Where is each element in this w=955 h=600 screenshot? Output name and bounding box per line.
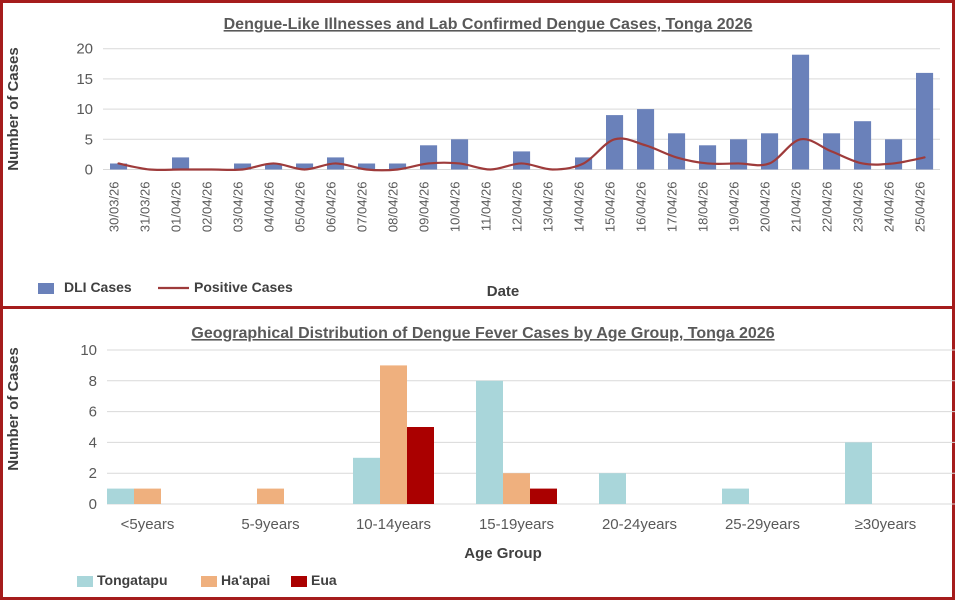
svg-text:<5years: <5years <box>121 516 175 533</box>
svg-text:Tongatapu: Tongatapu <box>97 572 168 588</box>
svg-text:15: 15 <box>76 71 93 88</box>
svg-text:DLI Cases: DLI Cases <box>64 279 132 295</box>
svg-text:22/04/26: 22/04/26 <box>820 182 835 233</box>
svg-text:Eua: Eua <box>311 572 337 588</box>
svg-text:Number of Cases: Number of Cases <box>5 347 22 470</box>
svg-text:20-24years: 20-24years <box>602 516 677 533</box>
svg-text:Positive Cases: Positive Cases <box>194 279 293 295</box>
svg-text:23/04/26: 23/04/26 <box>851 182 866 233</box>
svg-text:Ha'apai: Ha'apai <box>221 572 270 588</box>
svg-text:Date: Date <box>487 283 520 300</box>
svg-text:13/04/26: 13/04/26 <box>541 182 556 233</box>
svg-text:10: 10 <box>76 101 93 118</box>
svg-text:2: 2 <box>89 465 97 482</box>
svg-text:31/03/26: 31/03/26 <box>138 182 153 233</box>
svg-text:05/04/26: 05/04/26 <box>293 182 308 233</box>
svg-text:18/04/26: 18/04/26 <box>696 182 711 233</box>
svg-text:02/04/26: 02/04/26 <box>200 182 215 233</box>
svg-text:17/04/26: 17/04/26 <box>665 182 680 233</box>
svg-text:5: 5 <box>85 131 93 148</box>
svg-text:10-14years: 10-14years <box>356 516 431 533</box>
svg-text:21/04/26: 21/04/26 <box>789 182 804 233</box>
svg-text:10/04/26: 10/04/26 <box>448 182 463 233</box>
svg-text:Age Group: Age Group <box>464 545 542 562</box>
svg-text:06/04/26: 06/04/26 <box>324 182 339 233</box>
svg-text:0: 0 <box>85 162 93 179</box>
svg-text:8: 8 <box>89 373 97 390</box>
svg-text:Dengue-Like Illnesses and Lab: Dengue-Like Illnesses and Lab Confirmed … <box>224 16 753 33</box>
svg-text:≥30years: ≥30years <box>855 516 917 533</box>
svg-text:15-19years: 15-19years <box>479 516 554 533</box>
svg-text:19/04/26: 19/04/26 <box>727 182 742 233</box>
svg-text:14/04/26: 14/04/26 <box>572 182 587 233</box>
svg-text:24/04/26: 24/04/26 <box>882 182 897 233</box>
svg-text:Number of Cases: Number of Cases <box>5 47 22 170</box>
svg-text:12/04/26: 12/04/26 <box>510 182 525 233</box>
svg-text:16/04/26: 16/04/26 <box>634 182 649 233</box>
svg-text:25/04/26: 25/04/26 <box>913 182 928 233</box>
svg-text:6: 6 <box>89 404 97 421</box>
svg-text:01/04/26: 01/04/26 <box>169 182 184 233</box>
svg-text:25-29years: 25-29years <box>725 516 800 533</box>
svg-text:08/04/26: 08/04/26 <box>386 182 401 233</box>
svg-text:15/04/26: 15/04/26 <box>603 182 618 233</box>
svg-text:Geographical Distribution of D: Geographical Distribution of Dengue Feve… <box>191 325 774 342</box>
svg-text:09/04/26: 09/04/26 <box>417 182 432 233</box>
svg-text:10: 10 <box>80 342 97 359</box>
svg-text:20/04/26: 20/04/26 <box>758 182 773 233</box>
svg-text:04/04/26: 04/04/26 <box>262 182 277 233</box>
svg-text:07/04/26: 07/04/26 <box>355 182 370 233</box>
svg-text:0: 0 <box>89 496 97 513</box>
svg-text:20: 20 <box>76 41 93 58</box>
svg-text:30/03/26: 30/03/26 <box>107 182 122 233</box>
svg-text:4: 4 <box>89 434 97 451</box>
svg-text:03/04/26: 03/04/26 <box>231 182 246 233</box>
svg-text:11/04/26: 11/04/26 <box>479 182 494 232</box>
svg-text:5-9years: 5-9years <box>241 516 299 533</box>
